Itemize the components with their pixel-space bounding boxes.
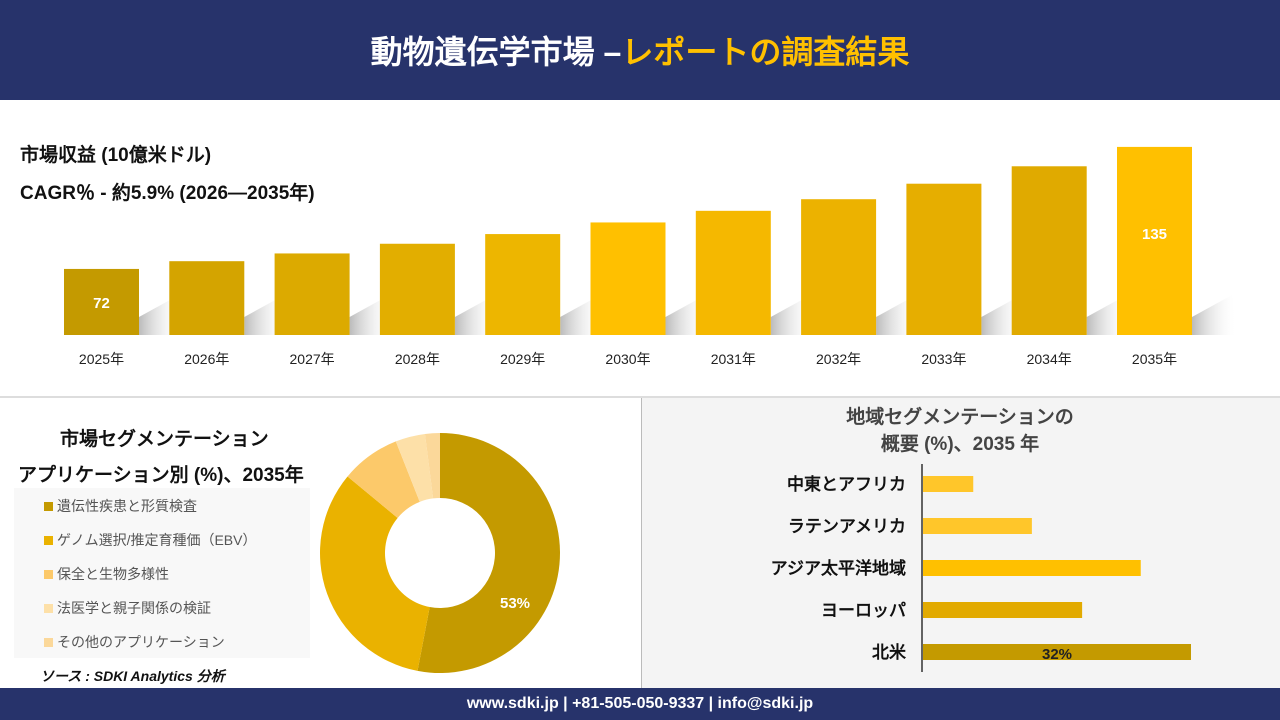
bar-2028年 — [379, 243, 455, 335]
donut-slice — [347, 441, 420, 518]
legend-swatch — [44, 569, 53, 579]
category-label: ラテンアメリカ — [788, 517, 906, 536]
donut-slice — [417, 433, 560, 673]
legend: 遺伝性疾患と形質検査ゲノム選択/推定育種価（EBV） 保全と生物多様性法医学と親子… — [14, 488, 310, 658]
x-tick-label: 2035年 — [1132, 351, 1177, 367]
bar-2030年 — [590, 222, 666, 335]
x-tick-label: 2028年 — [395, 351, 440, 367]
donut-slice — [320, 476, 430, 671]
legend-item: ゲノム選択/推定育種価（EBV） — [44, 530, 256, 550]
legend-label: ゲノム選択/推定育種価（EBV） — [57, 532, 257, 548]
legend-item: 遺伝性疾患と形質検査 — [44, 496, 197, 516]
hbar-アジア太平洋地域 — [923, 560, 1141, 576]
source-note: ソース : SDKI Analytics 分析 — [40, 668, 225, 684]
title-accent: レポートの調査結果 — [621, 34, 910, 70]
x-tick-label: 2032年 — [816, 351, 861, 367]
bar-2031年 — [695, 210, 771, 335]
hbar-中東とアフリカ — [923, 476, 974, 492]
x-tick-label: 2033年 — [921, 351, 966, 367]
category-label: 北米 — [872, 642, 907, 662]
divider — [0, 396, 1280, 398]
application-donut-chart: 53% — [320, 433, 560, 673]
hbar-ラテンアメリカ — [923, 518, 1032, 534]
legend-label: 法医学と親子関係の検証 — [57, 600, 211, 616]
legend-swatch — [44, 603, 53, 613]
hbar-ヨーロッパ — [923, 602, 1083, 618]
bar-2035年 — [1117, 146, 1192, 335]
revenue-title: 市場収益 (10億米ドル) — [20, 145, 212, 166]
revenue-bar-chart: 2025年 72 2026年 2027年 2028年 2029年 2030年 2031年 203… — [64, 146, 1237, 367]
cagr-text: CAGR％ - 約5.9% (2026—2035年) — [20, 183, 315, 204]
data-label: 135 — [1142, 226, 1167, 243]
bar-2025年 — [64, 268, 139, 335]
title-main: 動物遺伝学市場 – — [370, 34, 622, 70]
x-tick-label: 2031年 — [711, 351, 756, 367]
segment-subtitle: アプリケーション別 (%)、2035年 — [18, 465, 304, 486]
category-label: ヨーロッパ — [821, 601, 906, 620]
donut-slice — [395, 433, 434, 502]
bar-2029年 — [485, 234, 561, 335]
legend-label: 保全と生物多様性 — [57, 566, 169, 582]
region-panel — [641, 398, 1280, 688]
x-tick-label: 2034年 — [1027, 351, 1072, 367]
x-tick-label: 2025年 — [79, 351, 124, 367]
region-title-line1: 地域セグメンテーションの — [846, 407, 1074, 428]
legend-label: その他のアプリケーション — [57, 634, 225, 650]
category-label: 中東とアフリカ — [787, 474, 906, 494]
bar-2026年 — [169, 261, 245, 335]
header-banner: 動物遺伝学市場 – レポートの調査結果 — [0, 0, 1280, 100]
footer-contact: www.sdki.jp | +81-505-050-9337 | info@sd… — [0, 688, 1280, 720]
legend-label: 遺伝性疾患と形質検査 — [57, 498, 197, 514]
region-title-line2: 概要 (%)、2035 年 — [880, 434, 1040, 455]
data-label: 32% — [1042, 646, 1072, 663]
legend-swatch — [44, 535, 53, 545]
bar-shadow — [1192, 295, 1237, 335]
legend-swatch — [44, 501, 53, 511]
legend-item: その他のアプリケーション — [44, 632, 225, 652]
segment-title: 市場セグメンテーション — [60, 429, 269, 450]
hbar-北米 — [923, 644, 1191, 660]
legend-item: 保全と生物多様性 — [44, 564, 169, 584]
legend-item: 法医学と親子関係の検証 — [44, 598, 211, 618]
bar-2033年 — [906, 183, 982, 335]
x-tick-label: 2030年 — [605, 351, 650, 367]
x-tick-label: 2026年 — [184, 351, 229, 367]
donut-slice — [424, 433, 440, 499]
x-tick-label: 2029年 — [500, 351, 545, 367]
data-label: 53% — [500, 595, 530, 612]
legend-swatch — [44, 637, 53, 647]
bar-2034年 — [1011, 166, 1087, 335]
x-tick-label: 2027年 — [290, 351, 335, 367]
region-title: 地域セグメンテーションの 概要 (%)、2035 年 — [780, 404, 1140, 458]
category-label: アジア太平洋地域 — [771, 558, 906, 578]
bar-2027年 — [274, 253, 350, 335]
bar-2032年 — [801, 199, 877, 335]
data-label: 72 — [93, 295, 110, 312]
